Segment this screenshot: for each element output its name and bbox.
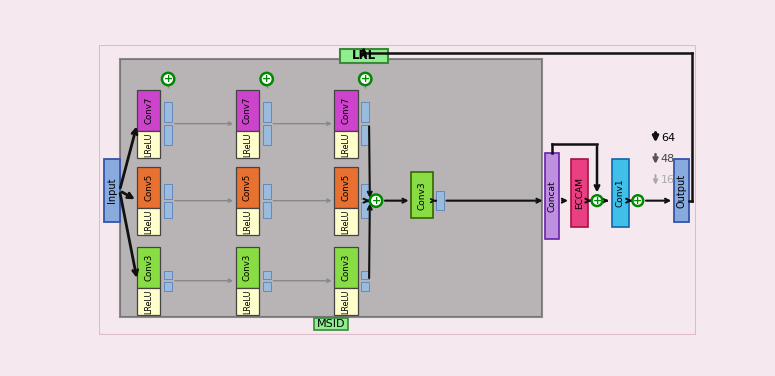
Bar [236,208,259,235]
Text: +: + [592,196,601,206]
Text: ECCAM: ECCAM [575,177,584,209]
Bar [335,90,357,131]
Bar [335,167,357,208]
Bar [263,271,270,279]
Circle shape [370,194,382,207]
Bar [263,282,270,291]
Bar [361,184,369,199]
Text: Conv3: Conv3 [243,254,252,281]
Bar [236,288,259,315]
Bar [164,125,172,145]
Text: LReLU: LReLU [243,209,252,234]
Bar [263,202,270,218]
Bar [137,131,160,158]
Text: LReLU: LReLU [243,289,252,314]
Text: LReLU: LReLU [342,132,350,157]
Text: LReLU: LReLU [342,289,350,314]
Bar [335,208,357,235]
Bar [236,131,259,158]
Bar [611,159,629,227]
Text: +: + [360,74,370,84]
Text: Conv7: Conv7 [342,97,350,124]
Bar [164,271,172,279]
Text: +: + [262,74,271,84]
Bar [571,159,587,227]
Text: +: + [164,74,173,84]
Text: Conv5: Conv5 [243,174,252,201]
Text: Conv1: Conv1 [615,179,625,207]
Text: LRL: LRL [352,49,376,62]
Text: +: + [633,196,642,206]
Bar [412,172,433,218]
Text: LReLU: LReLU [243,132,252,157]
Text: Conv5: Conv5 [144,174,153,201]
Bar [361,271,369,279]
Bar [236,90,259,131]
Bar [137,288,160,315]
Text: 48: 48 [661,154,675,164]
Bar [137,167,160,208]
Bar [164,102,172,122]
Bar [263,102,270,122]
Bar [335,288,357,315]
Bar [335,131,357,158]
Text: Conv3: Conv3 [418,181,427,209]
Text: 16: 16 [661,175,675,185]
Bar [137,90,160,131]
Text: Conv5: Conv5 [342,174,350,201]
Bar [137,247,160,288]
Bar [361,125,369,145]
Bar [361,282,369,291]
Bar [674,159,690,222]
Bar [361,102,369,122]
Bar [236,167,259,208]
Text: Concat: Concat [548,180,557,212]
Bar [164,282,172,291]
Bar [361,202,369,218]
Text: Conv7: Conv7 [243,97,252,124]
Bar [236,247,259,288]
Circle shape [591,195,602,206]
Text: MSID: MSID [317,319,346,329]
Bar [164,184,172,199]
Text: LReLU: LReLU [342,209,350,234]
Bar [104,159,119,222]
Text: Input: Input [107,178,117,203]
Text: 64: 64 [661,132,675,143]
Bar [263,184,270,199]
Bar [137,208,160,235]
Bar [339,49,388,63]
Bar [315,318,348,330]
Bar [335,247,357,288]
Bar [164,202,172,218]
Text: Conv3: Conv3 [144,254,153,281]
Text: Conv3: Conv3 [342,254,350,281]
Circle shape [260,73,273,85]
Bar [436,191,444,210]
Circle shape [359,73,371,85]
Circle shape [632,195,643,206]
Circle shape [162,73,174,85]
Text: +: + [371,196,381,206]
Text: Conv7: Conv7 [144,97,153,124]
Text: LReLU: LReLU [144,289,153,314]
Bar [546,153,560,239]
Bar [120,59,542,317]
Text: Output: Output [677,174,687,208]
Text: LReLU: LReLU [144,132,153,157]
Bar [263,125,270,145]
Text: LReLU: LReLU [144,209,153,234]
